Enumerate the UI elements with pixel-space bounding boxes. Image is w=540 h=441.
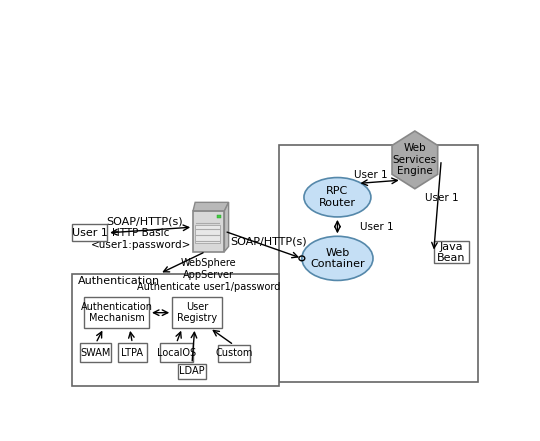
Bar — [118, 343, 147, 362]
Polygon shape — [225, 202, 228, 251]
Text: SWAM: SWAM — [80, 348, 111, 358]
Bar — [172, 297, 222, 328]
Text: LDAP: LDAP — [179, 366, 205, 376]
FancyBboxPatch shape — [193, 211, 225, 251]
Bar — [160, 343, 193, 362]
Polygon shape — [392, 131, 438, 189]
Text: SOAP/HTTP(s): SOAP/HTTP(s) — [106, 216, 183, 226]
Bar — [80, 343, 111, 362]
Polygon shape — [193, 202, 228, 211]
Text: User 1: User 1 — [354, 170, 388, 180]
Ellipse shape — [304, 178, 371, 217]
Text: WebSphere
AppServer
Authenticate user1/password: WebSphere AppServer Authenticate user1/p… — [137, 258, 280, 292]
Text: LocalOS: LocalOS — [157, 348, 196, 358]
Bar — [72, 224, 107, 241]
Text: User
Registry: User Registry — [177, 302, 217, 324]
Ellipse shape — [302, 236, 373, 280]
Bar — [84, 297, 149, 328]
Text: HTTP Basic
<user1:password>: HTTP Basic <user1:password> — [91, 228, 191, 250]
Text: SOAP/HTTP(s): SOAP/HTTP(s) — [230, 236, 307, 247]
Text: User 1: User 1 — [71, 228, 107, 238]
Text: Java
Bean: Java Bean — [437, 242, 465, 263]
Text: Web
Container: Web Container — [310, 247, 364, 269]
Bar — [218, 345, 249, 362]
Text: LTPA: LTPA — [122, 348, 143, 358]
Bar — [72, 273, 279, 386]
Bar — [217, 215, 221, 217]
Text: User 1: User 1 — [361, 222, 394, 232]
Text: RPC
Router: RPC Router — [319, 187, 356, 208]
Text: User 1: User 1 — [425, 193, 458, 203]
Bar — [195, 225, 220, 243]
Text: Authentication: Authentication — [78, 277, 160, 287]
Text: Custom: Custom — [215, 348, 253, 359]
Text: Authentication
Mechanism: Authentication Mechanism — [80, 302, 152, 324]
Bar — [178, 364, 206, 379]
Bar — [279, 145, 478, 382]
Text: Web
Services
Engine: Web Services Engine — [393, 143, 437, 176]
Bar — [434, 241, 469, 263]
